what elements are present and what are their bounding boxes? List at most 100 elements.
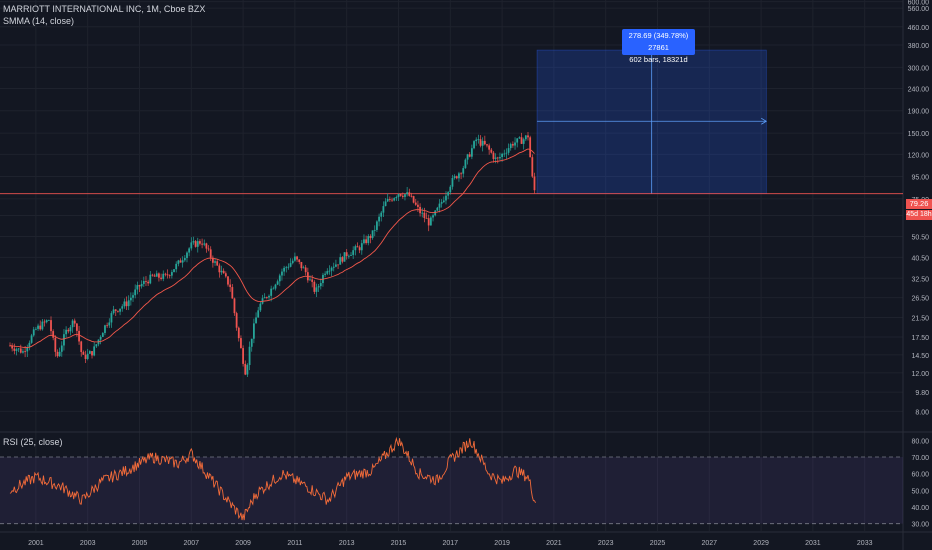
candle-body — [518, 137, 521, 139]
candle-body — [285, 267, 288, 269]
current-price-badge: 79.26 — [906, 199, 932, 209]
candle-body — [511, 144, 514, 146]
candle-body — [199, 241, 201, 244]
candle-body — [99, 336, 102, 340]
candle-body — [352, 250, 355, 255]
candle-body — [304, 267, 307, 273]
candle-body — [65, 329, 68, 335]
projection-label[interactable]: 278.69 (349.78%) 27861 602 bars, 18321d — [622, 29, 695, 64]
candle-body — [41, 321, 44, 330]
rsi-axis-label: 80.00 — [911, 438, 929, 445]
candle-body — [244, 363, 247, 375]
candle-body — [73, 320, 76, 324]
candle-body — [32, 329, 35, 336]
candle-body — [423, 212, 426, 218]
candle-body — [503, 153, 506, 155]
candle-body — [438, 203, 441, 208]
price-axis-label: 560.00 — [908, 6, 930, 13]
price-axis-label: 40.50 — [911, 255, 929, 262]
candle-body — [272, 288, 275, 290]
candle-body — [341, 257, 344, 262]
candle-body — [453, 176, 456, 178]
time-axis-label: 2015 — [391, 540, 407, 547]
candle-body — [533, 176, 536, 191]
rsi-legend[interactable]: RSI (25, close) — [3, 437, 63, 447]
candle-body — [470, 148, 473, 157]
symbol-legend[interactable]: MARRIOTT INTERNATIONAL INC, 1M, Cboe BZX — [3, 4, 205, 14]
candle-body — [414, 202, 417, 205]
candle-body — [475, 139, 478, 142]
candle-body — [429, 217, 432, 226]
candle-body — [80, 341, 83, 353]
price-axis-label: 120.00 — [908, 152, 930, 159]
candle-body — [151, 274, 154, 276]
candle-body — [440, 202, 443, 204]
candle-body — [17, 348, 20, 350]
price-axis-label: 32.50 — [911, 276, 929, 283]
price-axis-label: 21.50 — [911, 316, 929, 323]
candle-body — [170, 272, 173, 276]
candle-body — [291, 260, 294, 264]
candle-body — [39, 325, 42, 330]
candle-body — [490, 149, 493, 153]
price-axis-label: 150.00 — [908, 131, 930, 138]
candle-body — [468, 154, 471, 157]
candle-body — [337, 264, 339, 266]
candle-body — [294, 256, 296, 261]
price-axis-label: 17.50 — [911, 335, 929, 342]
price-axis-label: 240.00 — [908, 87, 930, 94]
candle-body — [183, 258, 186, 261]
candle-body — [347, 255, 350, 257]
candle-body — [114, 309, 117, 311]
candle-body — [214, 261, 216, 263]
candle-body — [104, 325, 106, 333]
candle-body — [378, 216, 380, 222]
candle-body — [270, 288, 273, 296]
indicator-legend[interactable]: SMMA (14, close) — [3, 16, 74, 26]
candle-body — [315, 287, 318, 292]
candle-body — [242, 348, 244, 364]
candle-body — [142, 280, 145, 284]
candle-body — [350, 254, 352, 256]
candle-body — [237, 327, 240, 339]
candle-body — [458, 173, 460, 179]
projection-bars-text: 602 bars, 18321d — [629, 55, 688, 64]
candle-body — [276, 281, 279, 285]
candle-body — [488, 145, 491, 150]
price-axis-label: 190.00 — [908, 109, 930, 116]
candle-body — [86, 353, 89, 359]
smma-label: SMMA (14, close) — [3, 16, 75, 26]
candle-body — [47, 320, 50, 321]
candle-body — [263, 297, 266, 299]
candle-body — [186, 252, 188, 259]
candle-body — [84, 354, 87, 359]
candle-body — [328, 270, 331, 272]
candle-body — [134, 289, 137, 296]
candle-body — [313, 281, 316, 292]
time-axis-label: 2013 — [339, 540, 355, 547]
candle-body — [481, 140, 484, 146]
candle-body — [281, 271, 283, 276]
candle-body — [173, 269, 175, 273]
candle-body — [354, 246, 357, 251]
candle-body — [373, 229, 376, 231]
smma-polyline — [9, 148, 535, 349]
time-axis-label: 2023 — [598, 540, 614, 547]
candle-body — [505, 152, 508, 154]
candle-body — [462, 168, 465, 174]
candle-body — [203, 243, 206, 245]
candle-body — [250, 338, 253, 347]
candle-body — [22, 351, 24, 353]
candle-body — [274, 284, 277, 289]
rsi-axis-label: 30.00 — [911, 522, 929, 529]
candle-body — [192, 241, 195, 243]
rsi-band — [0, 457, 903, 524]
candle-body — [138, 285, 141, 287]
candle-body — [509, 144, 512, 149]
rsi-axis-label: 40.00 — [911, 505, 929, 512]
symbol-title: MARRIOTT INTERNATIONAL INC, 1M, Cboe BZX — [3, 4, 206, 14]
candle-body — [296, 256, 298, 260]
candle-body — [309, 279, 311, 281]
